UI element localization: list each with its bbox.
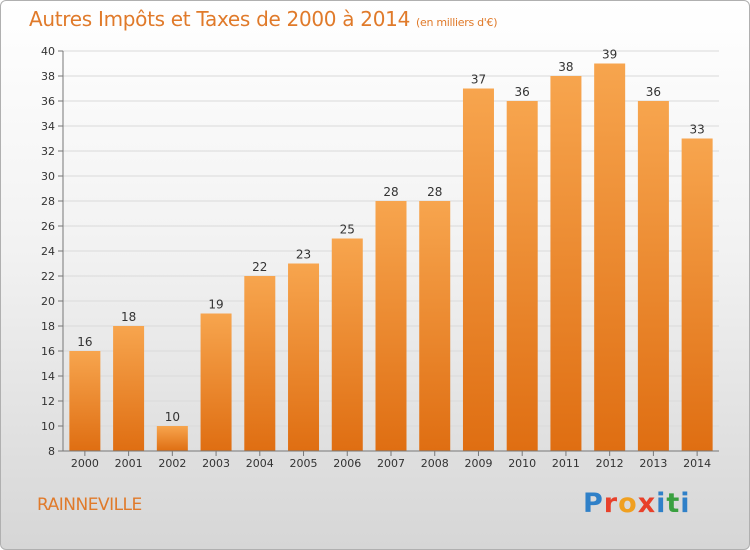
x-tick-label: 2003 <box>202 457 230 470</box>
x-tick-label: 2004 <box>246 457 274 470</box>
x-tick-label: 2002 <box>158 457 186 470</box>
data-label: 16 <box>77 335 92 349</box>
y-tick-label: 28 <box>41 195 55 208</box>
data-label: 37 <box>471 73 486 87</box>
bar <box>331 238 363 451</box>
y-tick-label: 8 <box>48 445 55 458</box>
data-label: 33 <box>689 123 704 137</box>
bar <box>69 351 101 451</box>
x-tick-label: 2014 <box>683 457 711 470</box>
bar <box>200 313 232 451</box>
x-tick-label: 2005 <box>290 457 318 470</box>
data-label: 36 <box>646 85 661 99</box>
logo-letter: o <box>618 488 638 519</box>
data-label: 22 <box>252 260 267 274</box>
y-tick-label: 36 <box>41 95 55 108</box>
data-label: 28 <box>427 185 442 199</box>
bar <box>594 63 626 451</box>
y-tick-label: 26 <box>41 220 55 233</box>
logo-letter: x <box>637 488 657 519</box>
x-tick-label: 2006 <box>333 457 361 470</box>
bar <box>462 88 494 451</box>
bar <box>244 276 276 451</box>
data-label: 38 <box>558 60 573 74</box>
chart-title: Autres Impôts et Taxes de 2000 à 2014 (en… <box>29 7 497 31</box>
bar <box>113 326 145 451</box>
bar <box>156 426 188 451</box>
y-tick-label: 22 <box>41 270 55 283</box>
y-tick-label: 30 <box>41 170 55 183</box>
logo-letter: i <box>656 488 667 519</box>
y-tick-label: 14 <box>41 370 55 383</box>
y-tick-label: 40 <box>41 45 55 58</box>
chart-title-unit: (en milliers d'€) <box>416 16 498 29</box>
data-label: 23 <box>296 248 311 262</box>
y-tick-label: 20 <box>41 295 55 308</box>
x-tick-label: 2010 <box>508 457 536 470</box>
y-tick-label: 18 <box>41 320 55 333</box>
x-tick-label: 2008 <box>421 457 449 470</box>
x-tick-label: 2001 <box>115 457 143 470</box>
y-tick-label: 34 <box>41 120 55 133</box>
x-tick-label: 2013 <box>639 457 667 470</box>
bar <box>375 201 407 451</box>
logo-letter: P <box>583 488 604 519</box>
x-tick-label: 2000 <box>71 457 99 470</box>
data-label: 10 <box>165 410 180 424</box>
y-tick-label: 10 <box>41 420 55 433</box>
bar <box>419 201 451 451</box>
x-tick-label: 2011 <box>552 457 580 470</box>
bar <box>637 101 669 451</box>
logo-letter: i <box>680 488 691 519</box>
bar <box>288 263 320 451</box>
y-tick-label: 12 <box>41 395 55 408</box>
x-tick-label: 2009 <box>464 457 492 470</box>
bars <box>69 63 713 451</box>
data-label: 18 <box>121 310 136 324</box>
y-tick-label: 38 <box>41 70 55 83</box>
bar <box>550 76 582 451</box>
axes: 8 10 12 14 16 18 20 22 24 26 28 30 32 34 36 38 40 <box>41 45 719 458</box>
logo-letter: r <box>603 488 619 519</box>
y-tick-label: 16 <box>41 345 55 358</box>
data-label: 19 <box>208 298 223 312</box>
commune-name: RAINNEVILLE <box>37 495 142 515</box>
logo-letter: t <box>666 488 681 519</box>
y-tick-label: 24 <box>41 245 55 258</box>
bar <box>681 138 713 451</box>
proxiti-logo[interactable]: Proxiti <box>583 488 691 519</box>
x-tick-label: 2012 <box>596 457 624 470</box>
data-label: 28 <box>383 185 398 199</box>
labels: 16 2000 18 2001 10 2002 19 2003 22 2004 23 2005 25 20… <box>71 48 711 471</box>
data-label: 25 <box>340 223 355 237</box>
x-tick-label: 2007 <box>377 457 405 470</box>
bar <box>506 101 538 451</box>
data-label: 36 <box>515 85 530 99</box>
chart-title-text: Autres Impôts et Taxes de 2000 à 2014 <box>29 7 410 31</box>
data-label: 39 <box>602 48 617 62</box>
y-tick-label: 32 <box>41 145 55 158</box>
